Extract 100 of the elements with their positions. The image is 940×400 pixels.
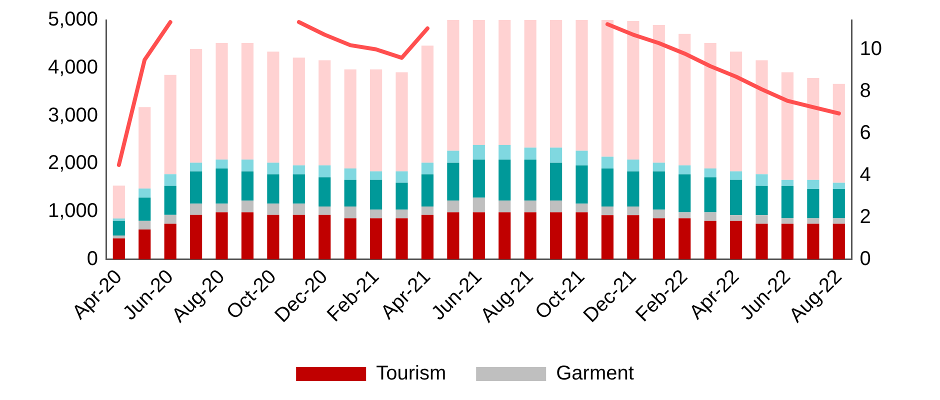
bar [472,144,485,160]
bar [216,204,228,212]
bar [344,206,356,218]
bar [396,182,408,210]
bar [832,182,845,190]
bar [344,180,356,207]
bar [524,160,536,201]
y-tick-label: 1,000 [48,200,98,222]
bar [241,171,254,201]
bar [292,174,305,204]
bar [627,206,640,216]
bar [550,148,562,163]
bar [704,212,716,221]
bar [241,212,254,260]
bar [781,180,794,186]
bar [138,107,151,189]
bar [524,200,536,212]
bar [396,210,408,218]
bar [190,214,202,260]
bar [627,20,640,160]
bar [216,212,228,260]
bar [447,212,460,260]
bar [781,186,794,218]
bar [447,20,460,151]
bar [652,162,665,172]
y2-tick-label: 6 [860,122,871,144]
bar [832,218,845,224]
bar [576,150,588,166]
bar [112,238,125,260]
bar [576,212,588,260]
bar [730,215,742,221]
bar [627,160,640,172]
bar [447,162,460,201]
bar [292,214,305,260]
bar [164,186,176,215]
bar [601,215,614,260]
y-tick-label: 0 [86,248,98,270]
bar [318,177,331,207]
bar [447,150,460,163]
bar [832,189,845,218]
bar [216,42,228,160]
bar [447,200,460,212]
bar [164,174,176,186]
y-tick-label: 4,000 [48,56,98,78]
bar [678,212,691,218]
bar [318,165,331,178]
bar [421,162,434,174]
bar [550,212,562,260]
bar [498,200,511,212]
bar [576,20,588,151]
bar [292,165,305,174]
y2-tick-label: 4 [860,164,871,186]
bar [370,180,382,210]
bar [396,171,408,183]
bar [396,218,408,260]
bar [241,160,254,172]
bar [832,84,845,183]
bar [756,60,768,174]
bar [267,214,280,260]
bar [550,20,562,148]
bar [756,174,768,186]
bar [832,224,845,260]
bar [292,204,305,215]
bar [112,220,125,236]
bar [318,60,331,166]
bar [164,74,176,174]
bar [190,171,202,204]
bar [164,224,176,260]
bar [138,188,151,198]
bar [421,214,434,260]
bar [601,156,614,168]
bar [190,48,202,163]
bar [704,42,716,168]
bar [216,168,228,204]
bar [781,218,794,224]
bar [781,224,794,260]
bar [396,72,408,172]
y2-tick-label: 8 [860,80,871,102]
bar [756,224,768,260]
bar [807,224,820,260]
bar [730,180,742,216]
bar [421,174,434,207]
bar [318,214,331,260]
y2-tick-label: 0 [860,248,871,270]
bar [524,212,536,260]
bar [807,218,820,224]
bar [344,69,356,168]
bar [344,218,356,260]
bar [601,168,614,207]
bar [472,212,485,260]
bar [678,218,691,260]
bar [472,198,485,212]
bar [498,144,511,160]
bar [704,220,716,260]
bar [164,214,176,224]
bar [601,206,614,216]
bar [807,189,820,218]
y2-tick-label: 2 [860,206,871,228]
bar [421,206,434,215]
bar [704,177,716,212]
